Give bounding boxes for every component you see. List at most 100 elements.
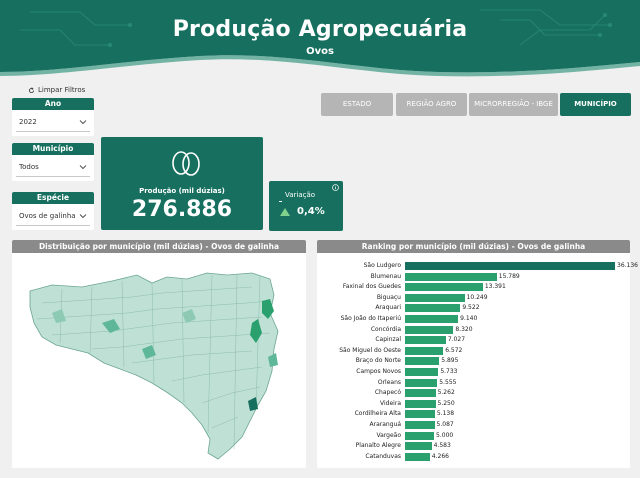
- ranking-bar[interactable]: [405, 346, 444, 355]
- clear-filters-button[interactable]: Limpar Filtros: [28, 86, 85, 94]
- ranking-bar[interactable]: [405, 293, 465, 302]
- page-header: Produção Agropecuária Ovos: [0, 0, 640, 80]
- ranking-bar[interactable]: [405, 442, 432, 451]
- production-value: 276.886: [131, 197, 233, 222]
- variation-card: Variação 0,4%: [269, 181, 343, 231]
- filter-municipio-select[interactable]: Todos: [16, 159, 90, 177]
- ranking-value-label: 4.583: [433, 442, 451, 450]
- santa-catarina-map[interactable]: [12, 253, 306, 468]
- ranking-category-label: Videira: [380, 399, 401, 407]
- filter-especie: Espécie Ovos de galinha: [12, 192, 94, 230]
- refresh-icon: [29, 86, 35, 93]
- tab-microrregiao[interactable]: MICRORREGIÃO - IBGE: [469, 93, 558, 116]
- ranking-value-label: 6.572: [445, 346, 463, 354]
- chevron-down-icon: [79, 214, 87, 219]
- ranking-category-label: Catanduvas: [365, 452, 401, 460]
- filter-ano-value: 2022: [19, 118, 37, 126]
- ranking-panel-title: Ranking por município (mil dúzias) - Ovo…: [317, 240, 630, 253]
- filter-municipio-value: Todos: [19, 163, 39, 171]
- ranking-category-label: Araranguá: [369, 421, 401, 428]
- ranking-value-label: 9.522: [462, 304, 480, 312]
- ranking-category-label: Araquari: [375, 304, 401, 312]
- ranking-panel: Ranking por município (mil dúzias) - Ovo…: [317, 240, 638, 468]
- filter-ano: Ano 2022: [12, 98, 94, 136]
- arrow-up-icon: [280, 208, 290, 216]
- map-highlight-regions: [52, 299, 278, 411]
- ranking-value-label: 5.250: [437, 399, 455, 407]
- info-icon[interactable]: [332, 184, 339, 191]
- ranking-bar[interactable]: [405, 389, 436, 398]
- ranking-value-label: 4.266: [431, 452, 449, 460]
- ranking-value-label: 5.000: [436, 431, 454, 439]
- filter-ano-select[interactable]: 2022: [16, 114, 90, 132]
- ranking-bar[interactable]: [405, 283, 483, 292]
- ranking-value-label: 8.320: [455, 325, 473, 333]
- filter-ano-label: Ano: [12, 98, 94, 110]
- ranking-category-label: Planalto Alegre: [355, 442, 401, 450]
- ranking-value-label: 5.138: [436, 410, 455, 418]
- ranking-category-label: Faxinal dos Guedes: [342, 283, 401, 291]
- ranking-value-label: 10.249: [466, 293, 488, 301]
- tab-municipio[interactable]: MUNICÍPIO: [560, 93, 631, 116]
- ranking-category-label: São Ludgero: [363, 262, 401, 269]
- ranking-category-label: Braço do Norte: [355, 357, 401, 365]
- ranking-value-label: 7.027: [447, 336, 466, 344]
- ranking-bar[interactable]: [405, 399, 436, 408]
- ranking-bar[interactable]: [405, 357, 440, 366]
- ranking-category-label: Orleans: [377, 378, 401, 386]
- ranking-value-label: 9.140: [460, 315, 478, 322]
- ranking-bar[interactable]: [405, 325, 454, 334]
- ranking-value-label: 5.262: [437, 389, 455, 397]
- chevron-down-icon: [79, 120, 87, 125]
- variation-marker: [279, 201, 282, 202]
- ranking-bar[interactable]: [405, 452, 430, 461]
- ranking-category-label: Capinzal: [375, 336, 401, 344]
- ranking-bar[interactable]: [405, 431, 435, 440]
- ranking-chart: São Ludgero 36.136 Blumenau 15.789 Faxinal d…: [317, 253, 638, 468]
- clear-filters-label: Limpar Filtros: [38, 86, 86, 94]
- production-kpi-card: Produção (mil dúzias) 276.886: [101, 137, 263, 230]
- map-panel: Distribuição por município (mil dúzias) …: [12, 240, 306, 468]
- ranking-bar[interactable]: [405, 262, 615, 270]
- ranking-category-label: Campos Novos: [356, 368, 401, 375]
- filter-municipio-label: Município: [12, 143, 94, 155]
- ranking-value-label: 5.555: [439, 378, 457, 386]
- ranking-bar[interactable]: [405, 336, 446, 345]
- ranking-category-label: Blumenau: [370, 272, 401, 280]
- page-subtitle: Ovos: [306, 46, 334, 57]
- ranking-value-label: 5.733: [440, 368, 458, 375]
- ranking-value-label: 15.789: [498, 272, 520, 280]
- chevron-down-icon: [79, 165, 87, 170]
- ranking-bar[interactable]: [405, 421, 435, 429]
- filter-especie-label: Espécie: [12, 192, 94, 204]
- tab-regiao-agro[interactable]: REGIÃO AGRO: [396, 93, 467, 116]
- filter-especie-value: Ovos de galinha: [19, 212, 76, 220]
- ranking-value-label: 5.087: [436, 421, 454, 428]
- ranking-category-label: São Miguel do Oeste: [339, 346, 401, 354]
- ranking-value-label: 36.136: [617, 262, 638, 269]
- ranking-category-label: Chapecó: [374, 389, 401, 397]
- header-banner: [0, 0, 640, 77]
- ranking-category-label: Cordilheira Alta: [354, 410, 401, 418]
- ranking-bar[interactable]: [405, 378, 438, 387]
- ranking-category-label: São João do Itaperiú: [340, 315, 401, 322]
- ranking-value-label: 5.895: [441, 357, 459, 365]
- ranking-bar[interactable]: [405, 368, 439, 376]
- ranking-bar[interactable]: [405, 315, 459, 323]
- ranking-bar[interactable]: [405, 410, 435, 419]
- filter-especie-select[interactable]: Ovos de galinha: [16, 208, 90, 226]
- ranking-category-label: Biguaçu: [376, 293, 401, 301]
- map-panel-title: Distribuição por município (mil dúzias) …: [12, 240, 306, 253]
- ranking-category-label: Vargeão: [376, 431, 401, 439]
- production-label: Produção (mil dúzias): [139, 187, 225, 195]
- ranking-bar[interactable]: [405, 304, 461, 313]
- variation-label: Variação: [285, 191, 316, 199]
- variation-value: 0,4%: [297, 206, 325, 217]
- ranking-value-label: 13.391: [484, 283, 506, 291]
- tab-estado[interactable]: ESTADO: [321, 93, 393, 116]
- eggs-icon: [172, 151, 200, 176]
- page-title: Produção Agropecuária: [172, 17, 468, 42]
- ranking-bar[interactable]: [405, 272, 497, 281]
- ranking-category-label: Concórdia: [370, 325, 401, 333]
- filter-municipio: Município Todos: [12, 143, 94, 181]
